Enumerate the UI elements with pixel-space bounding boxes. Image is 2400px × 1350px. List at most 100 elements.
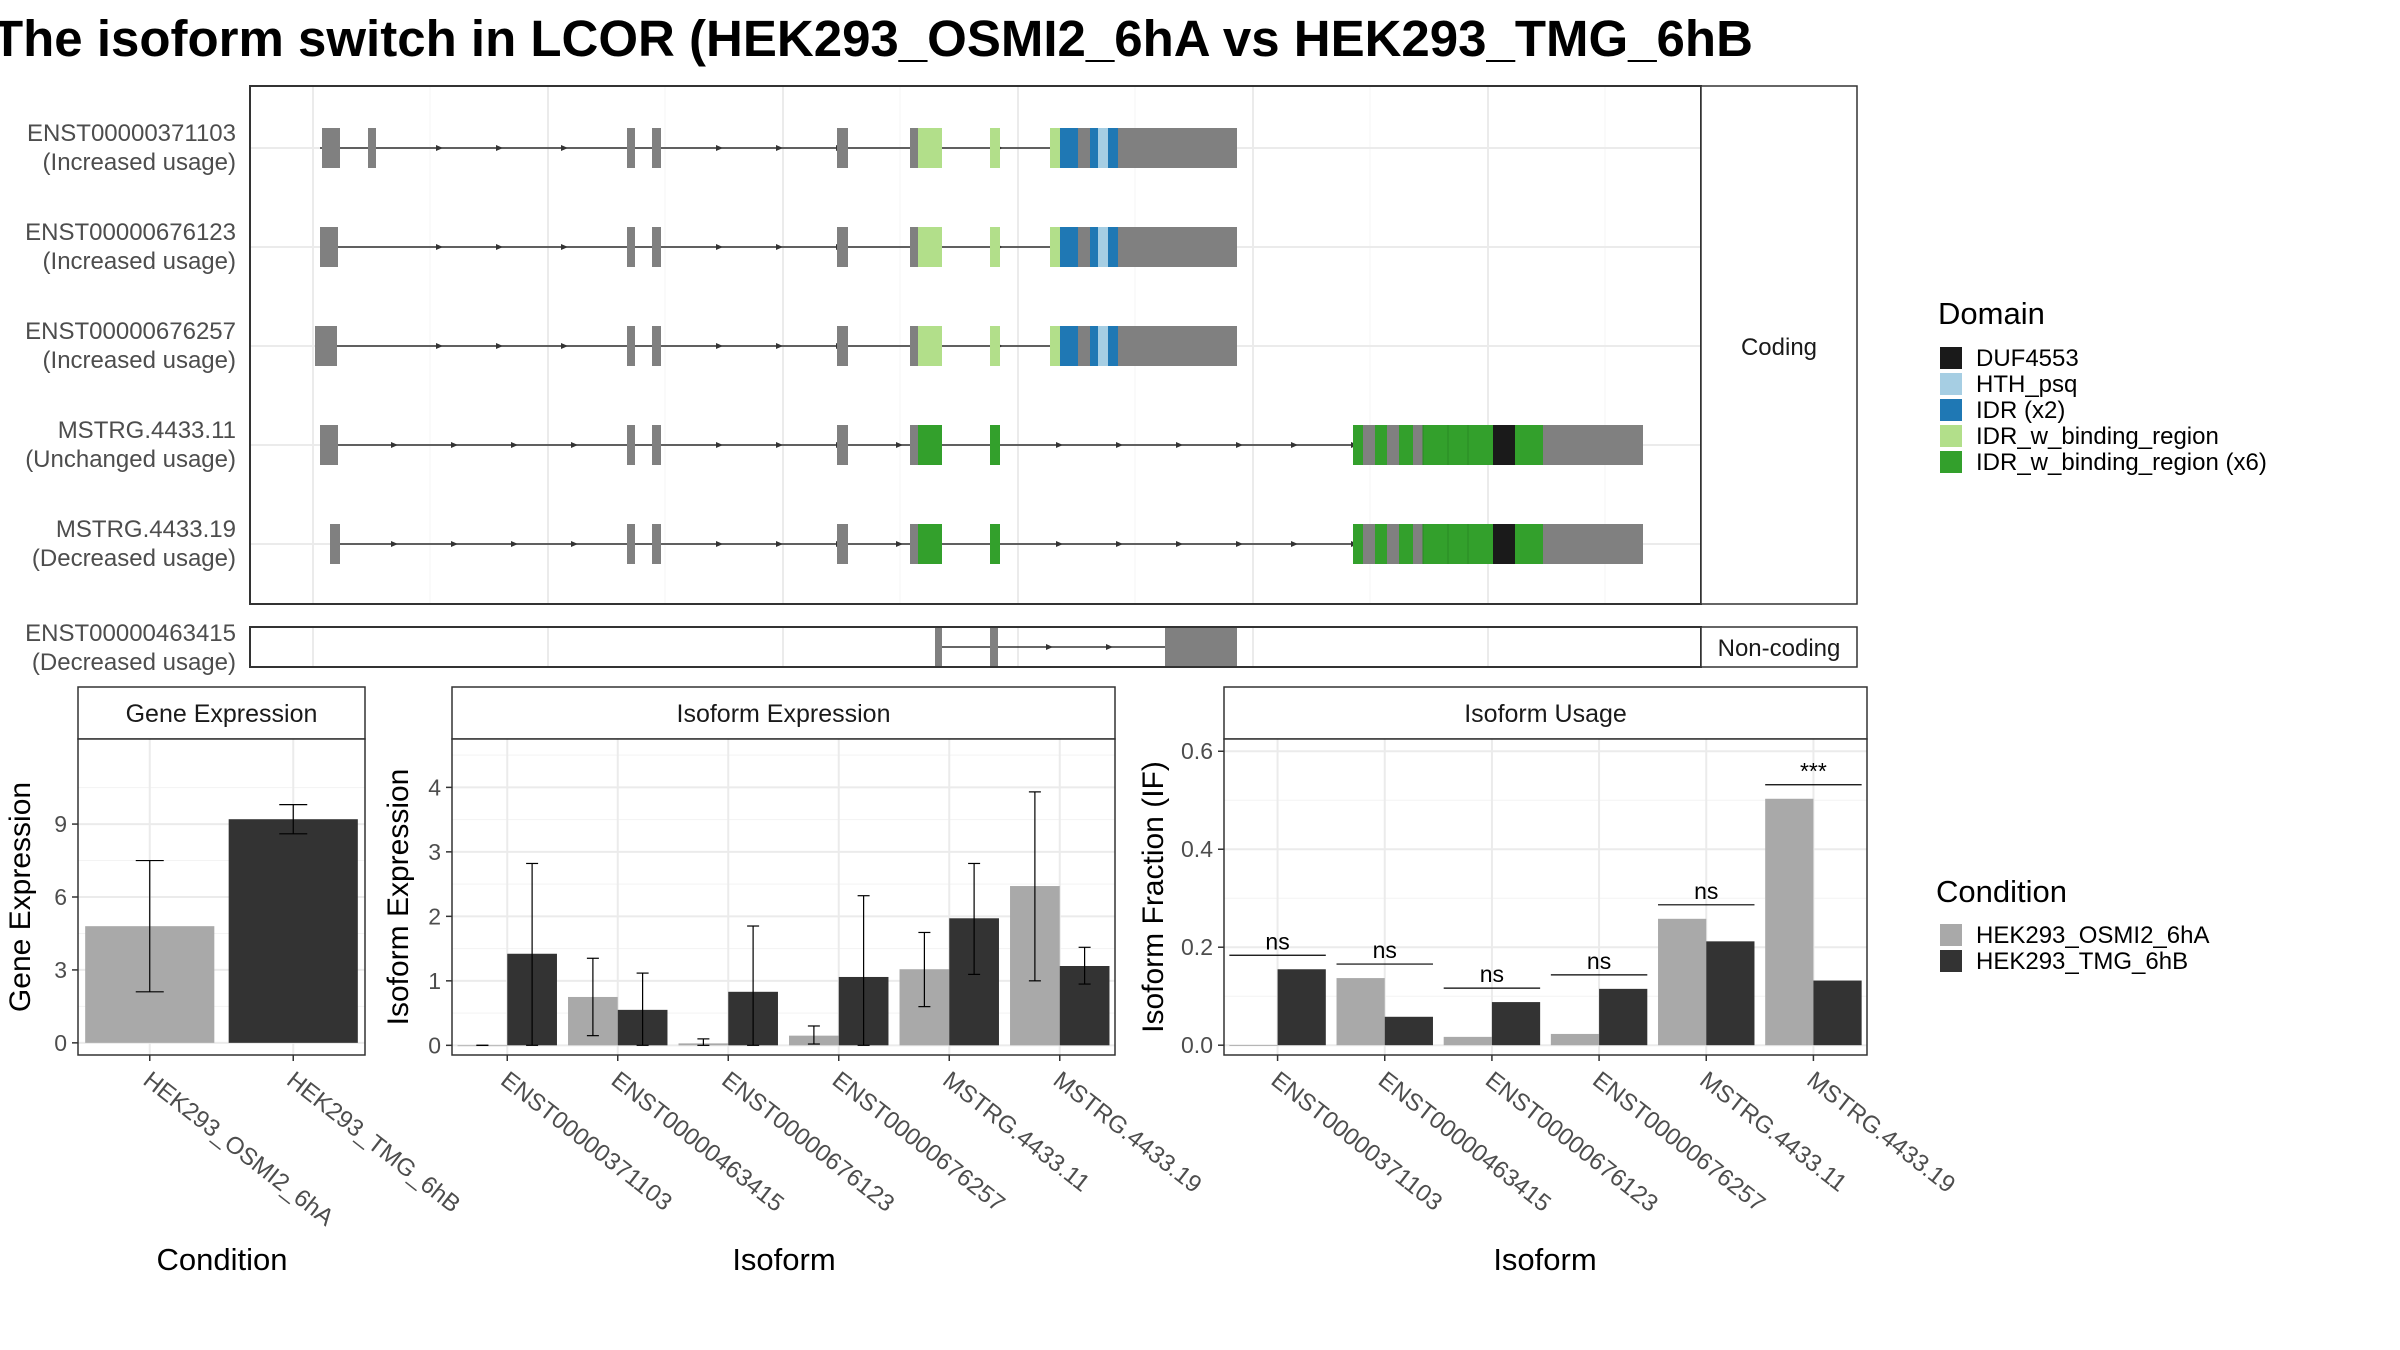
direction-arrow — [561, 244, 568, 250]
panel-frame — [451, 738, 1116, 1056]
exon-block — [837, 227, 848, 267]
legend-label: HEK293_OSMI2_6hA — [1976, 922, 2209, 949]
bar-HEK293_OSMI2_6hA-MSTRG.4433.19 — [1765, 798, 1814, 1046]
coding-isoform-rows — [315, 128, 1643, 564]
significance-label: ns — [1587, 948, 1611, 974]
isoform-id-label: MSTRG.4433.11 — [58, 417, 236, 444]
direction-arrow — [436, 145, 443, 151]
exon-block — [837, 326, 848, 366]
legend-label: IDR_w_binding_region (x6) — [1976, 449, 2267, 476]
significance-label: ns — [1265, 928, 1289, 954]
y-axis-title: Isoform Expression — [382, 769, 415, 1026]
x-axis-title: Isoform — [732, 1242, 835, 1277]
isoform-row-ENST00000371103 — [320, 128, 1237, 168]
legend-label: HTH_psq — [1976, 371, 2077, 398]
domain-IDR-w-binding-region-x6 — [1353, 425, 1363, 465]
legend-swatch — [1940, 425, 1962, 447]
exon-block — [1363, 425, 1375, 465]
noncoding-isoform-rows — [935, 628, 1237, 666]
isoform-id-label: ENST00000676257 — [25, 318, 236, 345]
utr-block — [1118, 128, 1237, 168]
direction-arrow — [1291, 541, 1298, 547]
exon-block — [320, 227, 326, 267]
domain-IDR-w-binding-region-x6 — [1375, 524, 1387, 564]
isoform-usage-chart: Isoform Usage ns ns ns ns ns *** 0.0 0.2 0.4 0.6 EN… — [1137, 686, 1960, 1277]
y-axis-title: Gene Expression — [4, 782, 37, 1012]
isoform-usage-label: (Decreased usage) — [32, 649, 236, 676]
legend-label: HEK293_TMG_6hB — [1976, 948, 2188, 975]
y-tick-label: 9 — [54, 811, 67, 837]
x-tick-label: ENST00000676123 — [1480, 1066, 1663, 1217]
x-axis-title: Condition — [157, 1242, 288, 1277]
direction-arrow — [561, 343, 568, 349]
domain-IDR-w-binding-region-x6 — [918, 425, 942, 465]
direction-arrow — [571, 541, 578, 547]
plot-area — [1224, 739, 1867, 1055]
domain-IDR-w-binding-region-x6 — [1399, 425, 1413, 465]
direction-arrow — [716, 244, 723, 250]
y-tick-label: 0.0 — [1181, 1032, 1213, 1058]
exon-block — [910, 227, 920, 267]
domain-IDR-w-binding-region-x6 — [990, 425, 1000, 465]
plot-area — [452, 739, 1115, 1055]
direction-arrow — [716, 145, 723, 151]
direction-arrow — [1116, 442, 1123, 448]
exon-block — [910, 524, 920, 564]
exon-block — [910, 326, 920, 366]
exon-block — [990, 628, 998, 666]
legend-label: DUF4553 — [1976, 345, 2079, 372]
isoform-row-ENST00000463415 — [935, 628, 1237, 666]
exon-block — [1543, 425, 1643, 465]
direction-arrow — [716, 343, 723, 349]
legend-swatch — [1940, 373, 1962, 395]
isoform-id-label: ENST00000676123 — [25, 219, 236, 246]
noncoding-gridlines — [312, 628, 1489, 666]
domain-IDR-w-binding-region-x6 — [990, 524, 1000, 564]
domain-IDR-w-binding-region-x6 — [1399, 524, 1413, 564]
isoform-row-ENST00000676257 — [315, 326, 1237, 366]
exon-block — [326, 425, 338, 465]
domain-HTH-psq — [1098, 326, 1108, 366]
legend-label: IDR (x2) — [1976, 397, 2065, 424]
domain-IDR-w-binding-region-x6 — [1515, 524, 1543, 564]
direction-arrow — [436, 244, 443, 250]
domain-IDR-w-binding-region — [918, 227, 942, 267]
direction-arrow — [511, 442, 518, 448]
direction-arrow — [1291, 442, 1298, 448]
isoform-usage-label: (Increased usage) — [43, 347, 236, 374]
figure-title: The isoform switch in LCOR (HEK293_OSMI2… — [0, 10, 1753, 67]
direction-arrow — [776, 442, 783, 448]
domain-DUF4553 — [1493, 425, 1515, 465]
exon-block — [837, 425, 848, 465]
isoform-usage-label: (Increased usage) — [43, 248, 236, 275]
exon-block — [837, 524, 848, 564]
exon-block — [652, 227, 661, 267]
direction-arrow — [716, 442, 723, 448]
direction-arrow — [776, 541, 783, 547]
direction-arrow — [896, 442, 903, 448]
y-tick-label: 2 — [428, 903, 441, 929]
panel-title: Isoform Usage — [1464, 700, 1627, 728]
significance-label: ns — [1694, 878, 1718, 904]
exon-block — [627, 326, 635, 366]
exon-block — [652, 425, 661, 465]
isoform-usage-label: (Unchanged usage) — [25, 446, 236, 473]
exon-block — [1413, 425, 1423, 465]
domain-IDR-w-binding-region — [990, 326, 1000, 366]
domain-IDR — [1108, 326, 1118, 366]
direction-arrow — [391, 541, 398, 547]
bar-HEK293_OSMI2_6hA-ENST00000676123 — [1443, 1036, 1492, 1046]
exon-block — [1387, 524, 1399, 564]
exon-block — [1078, 326, 1090, 366]
domain-IDR-w-binding-region-x6 — [1515, 425, 1543, 465]
direction-arrow — [1176, 541, 1183, 547]
bar-HEK293_OSMI2_6hA-ENST00000676257 — [1550, 1033, 1600, 1046]
isoform-row-MSTRG.4433.11 — [320, 425, 1643, 465]
significance-label: ns — [1480, 961, 1504, 987]
coding-strip-label: Coding — [1741, 334, 1817, 361]
y-tick-label: 0 — [54, 1030, 67, 1056]
exon-block — [652, 128, 661, 168]
bar-HEK293_TMG_6hB-MSTRG.4433.11 — [1706, 941, 1755, 1046]
direction-arrow — [716, 541, 723, 547]
